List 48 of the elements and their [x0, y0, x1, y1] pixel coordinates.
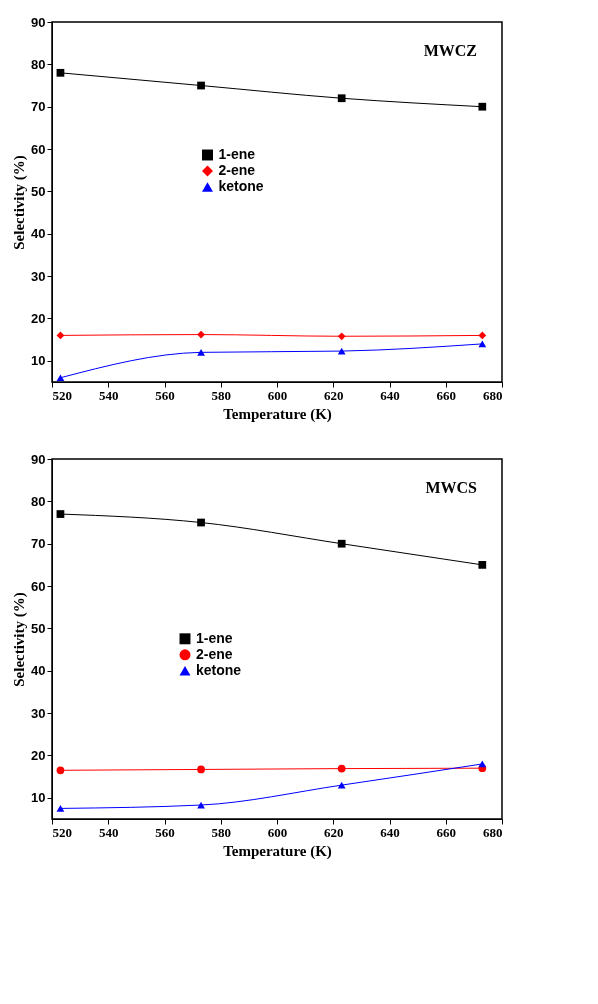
- y-tick-label: 90: [31, 451, 46, 467]
- x-tick-label: 540: [99, 387, 119, 403]
- x-axis-title: Temperature (K): [223, 842, 332, 860]
- y-tick-label: 50: [31, 620, 46, 636]
- y-tick-label: 30: [31, 268, 46, 284]
- y-tick-label: 40: [31, 226, 46, 242]
- x-tick-label: 620: [324, 387, 344, 403]
- y-tick-label: 20: [31, 747, 46, 763]
- x-tick-label: 660: [436, 824, 456, 840]
- x-tick-label: 680: [483, 824, 503, 840]
- legend-label: 2-ene: [196, 645, 233, 662]
- annotation: MWCZ: [423, 41, 477, 59]
- x-tick-label: 580: [211, 824, 231, 840]
- y-tick-label: 80: [31, 56, 46, 72]
- x-tick-label: 540: [99, 824, 119, 840]
- y-tick-label: 80: [31, 493, 46, 509]
- x-tick-label: 660: [436, 387, 456, 403]
- y-tick-label: 50: [31, 183, 46, 199]
- y-tick-label: 10: [31, 353, 46, 369]
- legend-label: ketone: [196, 661, 242, 678]
- x-tick-label: 600: [267, 824, 288, 840]
- legend-label: 1-ene: [218, 146, 256, 162]
- y-tick-label: 60: [31, 578, 46, 594]
- y-tick-label: 60: [31, 141, 46, 157]
- x-axis-title: Temperature (K): [223, 405, 332, 423]
- y-tick-label: 90: [31, 14, 46, 30]
- y-tick-label: 30: [31, 705, 46, 721]
- x-tick-label: 520: [52, 387, 72, 403]
- y-tick-label: 70: [31, 536, 46, 552]
- y-axis-title: Selectivity (%): [11, 592, 29, 687]
- x-tick-label: 680: [483, 387, 503, 403]
- x-tick-label: 520: [52, 824, 72, 840]
- y-tick-label: 70: [31, 99, 46, 115]
- x-tick-label: 640: [380, 387, 400, 403]
- annotation: MWCS: [425, 478, 478, 496]
- x-tick-label: 600: [267, 387, 288, 403]
- legend-label: ketone: [218, 178, 264, 194]
- x-tick-label: 560: [155, 824, 175, 840]
- y-tick-label: 40: [31, 663, 46, 679]
- x-tick-label: 580: [211, 387, 231, 403]
- y-tick-label: 10: [31, 790, 46, 806]
- y-tick-label: 20: [31, 310, 46, 326]
- y-axis-title: Selectivity (%): [11, 155, 29, 250]
- legend-label: 2-ene: [218, 162, 256, 178]
- legend-label: 1-ene: [196, 629, 233, 646]
- x-tick-label: 640: [380, 824, 400, 840]
- x-tick-label: 620: [324, 824, 344, 840]
- x-tick-label: 560: [155, 387, 175, 403]
